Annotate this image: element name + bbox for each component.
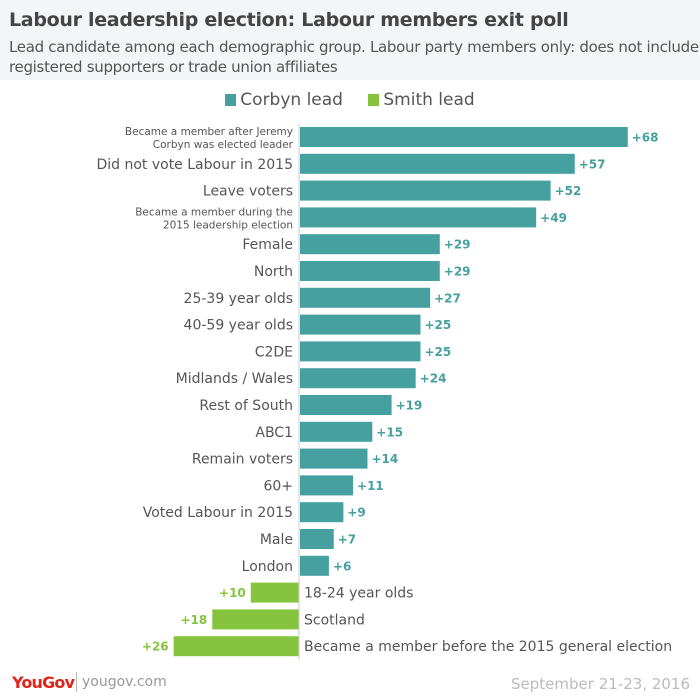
legend: Corbyn lead Smith lead	[0, 90, 700, 110]
category-label: 25-39 year olds	[184, 291, 293, 307]
bar	[300, 287, 431, 308]
date-label: September 21-23, 2016	[511, 675, 690, 693]
value-label: +7	[338, 533, 356, 547]
value-label: +11	[357, 479, 384, 493]
value-label: +29	[444, 265, 471, 279]
category-label: Scotland	[304, 612, 365, 628]
legend-swatch-corbyn	[225, 94, 237, 106]
value-label: +25	[425, 318, 452, 332]
legend-item-smith: Smith lead	[368, 90, 475, 110]
value-label: +24	[420, 372, 447, 386]
bar	[300, 475, 354, 496]
header: Labour leadership election: Labour membe…	[0, 0, 700, 80]
category-label: North	[254, 264, 293, 280]
category-label: ABC1	[255, 425, 293, 441]
category-label: London	[242, 559, 293, 575]
legend-item-corbyn: Corbyn lead	[225, 90, 343, 110]
category-label: Corbyn was elected leader	[153, 139, 294, 151]
category-label: C2DE	[255, 344, 293, 360]
bar	[300, 207, 537, 228]
bar	[300, 395, 392, 415]
category-label: Female	[242, 237, 293, 253]
bar	[300, 555, 329, 576]
category-label: 60+	[263, 478, 293, 494]
bar	[300, 127, 628, 147]
value-label: +10	[219, 586, 246, 600]
category-label: Did not vote Labour in 2015	[96, 157, 293, 173]
value-label: +26	[142, 640, 169, 654]
category-label: Rest of South	[199, 398, 293, 414]
page-title: Labour leadership election: Labour membe…	[9, 9, 569, 31]
bar	[300, 180, 551, 201]
bar	[300, 448, 368, 469]
value-label: +29	[444, 238, 471, 252]
bar	[300, 153, 575, 174]
bar	[300, 341, 421, 362]
bar	[300, 234, 440, 255]
value-label: +9	[347, 506, 365, 520]
legend-label: Smith lead	[383, 90, 475, 110]
value-label: +14	[371, 452, 398, 466]
category-label: Became a member before the 2015 general …	[304, 639, 672, 655]
value-label: +19	[396, 399, 423, 413]
value-label: +57	[579, 157, 606, 171]
value-label: +18	[180, 613, 207, 627]
divider	[76, 672, 77, 692]
category-label: 2015 leadership election	[163, 219, 293, 231]
value-label: +52	[555, 184, 582, 198]
category-label: 18-24 year olds	[304, 586, 413, 602]
bar	[300, 529, 334, 549]
bar	[250, 582, 299, 603]
category-label: 40-59 year olds	[184, 318, 293, 334]
bar	[300, 261, 440, 281]
bar	[300, 368, 416, 389]
value-label: +6	[333, 559, 351, 573]
category-label: Midlands / Wales	[176, 371, 293, 387]
category-label: Voted Labour in 2015	[143, 505, 293, 521]
site-link[interactable]: yougov.com	[82, 674, 167, 690]
bar	[300, 314, 421, 335]
yougov-logo: YouGov	[12, 673, 75, 692]
value-label: +68	[632, 131, 659, 145]
value-label: +27	[434, 291, 461, 305]
legend-swatch-smith	[368, 94, 380, 106]
category-label: Male	[260, 532, 293, 548]
legend-label: Corbyn lead	[240, 90, 343, 110]
page-subtitle: Lead candidate among each demographic gr…	[9, 38, 699, 76]
category-label: Became a member during the	[135, 206, 293, 218]
value-label: +49	[540, 211, 567, 225]
category-label: Leave voters	[203, 184, 293, 200]
value-label: +25	[425, 345, 452, 359]
bar	[173, 636, 299, 657]
bar	[300, 421, 373, 442]
category-label: Remain voters	[192, 452, 293, 468]
bar	[212, 609, 299, 630]
bar	[300, 502, 344, 523]
category-label: Became a member after Jeremy	[125, 126, 293, 138]
value-label: +15	[376, 425, 403, 439]
